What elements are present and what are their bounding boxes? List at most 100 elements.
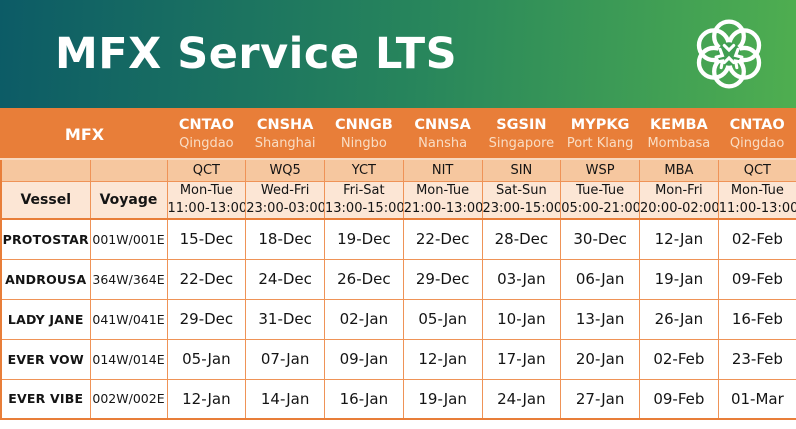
terminal-code-cell: MBA xyxy=(639,158,719,182)
schedule-date-cell: 12-Jan xyxy=(402,338,483,380)
schedule-date-cell: 30-Dec xyxy=(560,218,640,260)
berthing-window-cell: Tue-Tue 05:00-21:00 xyxy=(560,180,640,220)
window-days: Wed-Fri xyxy=(260,183,310,199)
port-code: CNSHA xyxy=(256,117,314,134)
berthing-window-cell: Wed-Fri 23:00-03:00 xyxy=(245,180,325,220)
port-city: Port Klang xyxy=(566,136,634,152)
berthing-window-cell: Sat-Sun 23:00-15:00 xyxy=(481,180,562,220)
port-code: KEMBA xyxy=(649,117,708,134)
schedule-date-cell: 29-Dec xyxy=(166,298,247,340)
schedule-date-cell: 19-Jan xyxy=(402,378,483,420)
window-days: Fri-Sat xyxy=(343,183,385,199)
terminal-spacer-cell xyxy=(89,158,168,182)
berthing-window-cell: Fri-Sat 13:00-15:00 xyxy=(324,180,404,220)
window-hours: 21:00-13:00 xyxy=(403,200,482,216)
port-code: CNNGB xyxy=(334,117,393,134)
port-header-cell: MYPKG Port Klang xyxy=(560,109,640,160)
schedule-table-head: MFX CNTAO Qingdao CNSHA Shanghai CNNGB Ningbo C… xyxy=(0,109,796,220)
port-header-cell: CNTAO Qingdao xyxy=(167,109,246,160)
vessel-name: ANDROUSA xyxy=(0,258,91,300)
schedule-date-cell: 01-Mar xyxy=(717,378,796,420)
page-title: MFX Service LTS xyxy=(55,29,458,79)
voyage-column-header: Voyage xyxy=(89,180,168,220)
window-hours: 05:00-21:00 xyxy=(561,200,640,216)
service-label-cell: MFX xyxy=(1,109,167,160)
vessel-row: EVER VOW 014W/014E 05-Jan 07-Jan 09-Jan 12-Ja… xyxy=(0,338,796,380)
port-city: Nansha xyxy=(418,136,468,152)
voyage-number: 041W/041E xyxy=(89,298,168,340)
window-days: Sat-Sun xyxy=(496,183,547,199)
schedule-date-cell: 18-Dec xyxy=(245,218,325,260)
window-days: Mon-Fri xyxy=(655,183,703,199)
schedule-date-cell: 03-Jan xyxy=(481,258,562,300)
berthing-window-cell: Mon-Tue 11:00-13:00 xyxy=(166,180,247,220)
schedule-date-cell: 05-Jan xyxy=(166,338,247,380)
schedule-date-cell: 10-Jan xyxy=(481,298,562,340)
window-hours: 13:00-15:00 xyxy=(325,200,404,216)
schedule-date-cell: 24-Jan xyxy=(481,378,562,420)
schedule-date-cell: 19-Dec xyxy=(324,218,404,260)
port-code: MYPKG xyxy=(570,117,630,134)
berthing-window-cell: Mon-Fri 20:00-02:00 xyxy=(639,180,719,220)
schedule-date-cell: 12-Jan xyxy=(166,378,247,420)
schedule-date-cell: 29-Dec xyxy=(402,258,483,300)
flower-logo-icon xyxy=(696,19,762,89)
schedule-date-cell: 15-Dec xyxy=(166,218,247,260)
terminal-code-cell: NIT xyxy=(402,158,483,182)
voyage-number: 364W/364E xyxy=(89,258,168,300)
window-hours: 23:00-15:00 xyxy=(482,200,561,216)
vessel-column-header: Vessel xyxy=(0,180,91,220)
schedule-table: MFX CNTAO Qingdao CNSHA Shanghai CNNGB Ningbo C… xyxy=(0,108,796,420)
schedule-date-cell: 16-Feb xyxy=(717,298,796,340)
terminal-code-cell: YCT xyxy=(324,158,404,182)
terminal-code-cell: SIN xyxy=(481,158,562,182)
schedule-date-cell: 23-Feb xyxy=(717,338,796,380)
port-city: Qingdao xyxy=(179,136,234,152)
berthing-window-cell: Mon-Tue 21:00-13:00 xyxy=(402,180,483,220)
port-header-cell: CNSHA Shanghai xyxy=(245,109,325,160)
schedule-date-cell: 02-Feb xyxy=(717,218,796,260)
schedule-date-cell: 12-Jan xyxy=(639,218,719,260)
berthing-window-cell: Mon-Tue 11:00-13:00 xyxy=(717,180,796,220)
window-hours: 11:00-13:00 xyxy=(718,200,796,216)
vessel-row: LADY JANE 041W/041E 29-Dec 31-Dec 02-Jan 05-J… xyxy=(0,298,796,340)
port-header-cell: CNNSA Nansha xyxy=(403,109,482,160)
schedule-date-cell: 26-Dec xyxy=(324,258,404,300)
port-city: Shanghai xyxy=(254,136,316,152)
schedule-date-cell: 27-Jan xyxy=(560,378,640,420)
vessel-row: PROTOSTAR 001W/001E 15-Dec 18-Dec 19-Dec 22-D… xyxy=(0,218,796,260)
schedule-date-cell: 05-Jan xyxy=(402,298,483,340)
port-header-cell: CNTAO Qingdao xyxy=(718,109,796,160)
port-header-cell: KEMBA Mombasa xyxy=(639,109,719,160)
voyage-number: 014W/014E xyxy=(89,338,168,380)
schedule-date-cell: 22-Dec xyxy=(402,218,483,260)
window-days: Tue-Tue xyxy=(576,183,625,199)
schedule-date-cell: 24-Dec xyxy=(245,258,325,300)
vessel-row: ANDROUSA 364W/364E 22-Dec 24-Dec 26-Dec 29-De… xyxy=(0,258,796,300)
schedule-date-cell: 14-Jan xyxy=(245,378,325,420)
port-code: CNNSA xyxy=(414,117,471,134)
vessel-name: EVER VIBE xyxy=(0,378,91,420)
window-row: Vessel Voyage Mon-Tue 11:00-13:00 Wed-Fri 23:… xyxy=(0,180,796,220)
port-header-cell: SGSIN Singapore xyxy=(482,109,561,160)
schedule-date-cell: 09-Feb xyxy=(717,258,796,300)
schedule-date-cell: 31-Dec xyxy=(245,298,325,340)
header-banner: MFX Service LTS xyxy=(0,0,796,108)
terminal-code-cell: WSP xyxy=(560,158,640,182)
schedule-date-cell: 02-Feb xyxy=(639,338,719,380)
port-city: Singapore xyxy=(488,136,555,152)
port-code: CNTAO xyxy=(729,117,785,134)
schedule-date-cell: 20-Jan xyxy=(560,338,640,380)
vessel-row: EVER VIBE 002W/002E 12-Jan 14-Jan 16-Jan 19-J… xyxy=(0,378,796,420)
port-code: SGSIN xyxy=(496,117,547,134)
schedule-date-cell: 09-Feb xyxy=(639,378,719,420)
terminal-row: QCT WQ5 YCT NIT SIN WSP MBA QCT xyxy=(0,158,796,182)
port-header-row: MFX CNTAO Qingdao CNSHA Shanghai CNNGB Ningbo C… xyxy=(1,109,796,160)
schedule-date-cell: 07-Jan xyxy=(245,338,325,380)
schedule-date-cell: 02-Jan xyxy=(324,298,404,340)
terminal-code-cell: QCT xyxy=(717,158,796,182)
terminal-code-cell: WQ5 xyxy=(245,158,325,182)
vessel-name: PROTOSTAR xyxy=(0,218,91,260)
window-days: Mon-Tue xyxy=(179,183,233,199)
